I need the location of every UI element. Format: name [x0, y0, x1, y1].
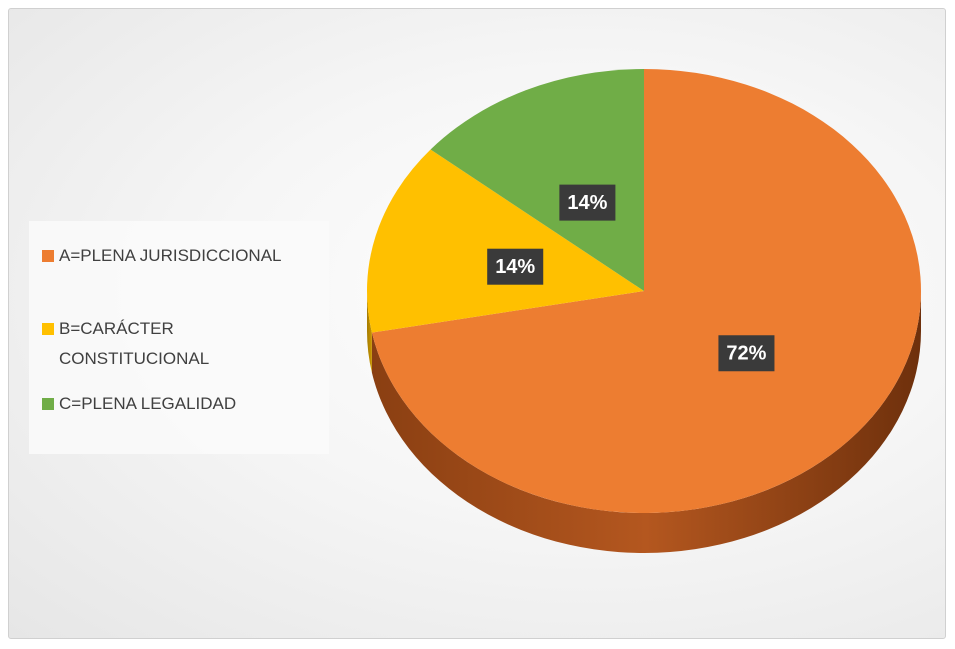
- legend-label: B=CARÁCTER CONSTITUCIONAL: [59, 319, 210, 368]
- data-label: 14%: [495, 256, 535, 278]
- chart-area: 72% 14% 14% A=PLENA JURISDICCIONAL B=CARÁCT…: [8, 8, 946, 639]
- data-label-group: 72%: [718, 335, 775, 372]
- slice-side: [367, 291, 372, 373]
- slice: [430, 69, 644, 291]
- slice: [366, 149, 644, 333]
- slice-side: [371, 291, 921, 553]
- legend-entry: C=PLENA LEGALIDAD: [42, 389, 314, 419]
- legend-label: A=PLENA JURISDICCIONAL: [59, 246, 282, 265]
- legend-swatch: [42, 398, 54, 410]
- data-label-box: [718, 335, 775, 372]
- data-label: 14%: [567, 192, 607, 214]
- data-label-group: 14%: [559, 184, 616, 221]
- data-label: 72%: [726, 343, 766, 365]
- legend-entry: B=CARÁCTER CONSTITUCIONAL: [42, 314, 314, 374]
- chart: 72% 14% 14%: [366, 69, 921, 553]
- slice: [371, 69, 921, 513]
- data-label-box: [487, 248, 544, 285]
- data-label-group: 14%: [487, 248, 544, 285]
- legend: A=PLENA JURISDICCIONAL B=CARÁCTER CONSTIT…: [29, 221, 329, 454]
- legend-label: C=PLENA LEGALIDAD: [59, 394, 237, 413]
- legend-entry: A=PLENA JURISDICCIONAL: [42, 241, 314, 271]
- legend-swatch: [42, 250, 54, 262]
- data-label-box: [559, 184, 616, 221]
- legend-swatch: [42, 323, 54, 335]
